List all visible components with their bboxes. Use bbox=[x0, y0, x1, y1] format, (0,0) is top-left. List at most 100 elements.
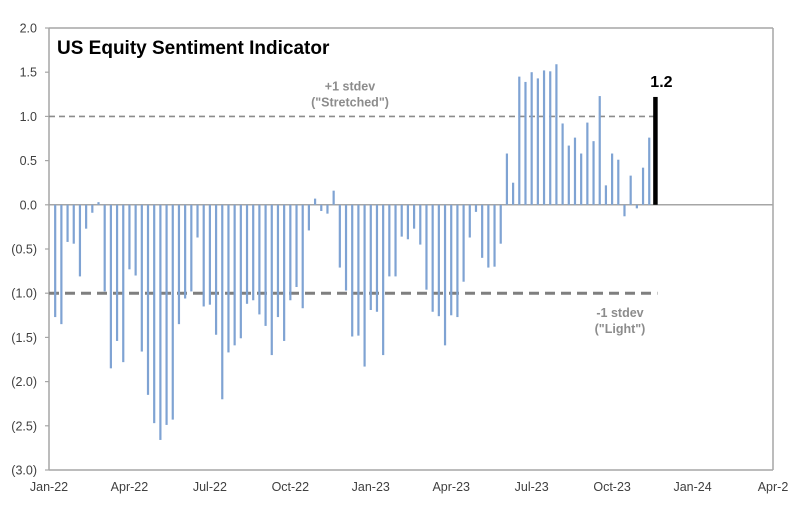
bar bbox=[518, 76, 521, 205]
x-tick-label: Oct-22 bbox=[272, 480, 310, 494]
bar bbox=[270, 204, 273, 356]
bar bbox=[91, 204, 94, 213]
x-tick-label: Oct-23 bbox=[593, 480, 631, 494]
bar bbox=[617, 159, 620, 205]
bar bbox=[450, 204, 453, 316]
bar bbox=[85, 204, 88, 229]
bar bbox=[382, 204, 385, 356]
x-tick-label: Jan-23 bbox=[352, 480, 390, 494]
x-tick-label: Apr-2 bbox=[758, 480, 789, 494]
bar bbox=[320, 204, 323, 211]
bar bbox=[165, 204, 168, 425]
bar bbox=[412, 204, 416, 229]
bar bbox=[530, 72, 533, 205]
bar bbox=[295, 204, 298, 288]
bar bbox=[134, 204, 137, 276]
bar bbox=[394, 204, 397, 277]
bar bbox=[177, 204, 181, 325]
highlight-value-label: 1.2 bbox=[650, 74, 672, 91]
x-tick-label: Apr-23 bbox=[432, 480, 470, 494]
bar bbox=[468, 204, 471, 238]
x-tick-label: Jul-23 bbox=[515, 480, 549, 494]
bars bbox=[54, 64, 658, 440]
bar bbox=[375, 204, 379, 312]
bar bbox=[431, 204, 434, 312]
bar bbox=[573, 137, 577, 205]
bar bbox=[357, 204, 360, 336]
bar bbox=[283, 204, 286, 341]
bar bbox=[307, 204, 310, 231]
bar bbox=[128, 204, 131, 270]
bar bbox=[623, 204, 626, 217]
bar bbox=[153, 204, 156, 424]
plot-frame bbox=[48, 27, 774, 471]
bar bbox=[524, 81, 527, 205]
x-axis-ticks: Jan-22 Apr-22 Jul-22 Oct-22 Jan-23 Apr-23 Jul-… bbox=[30, 480, 788, 494]
chart-title: US Equity Sentiment Indicator bbox=[57, 38, 330, 59]
bar bbox=[66, 204, 69, 242]
plus-stdev-sublabel: ("Stretched") bbox=[311, 95, 389, 109]
bar bbox=[536, 78, 539, 205]
y-tick-label: (1.5) bbox=[11, 331, 37, 345]
bar bbox=[561, 123, 564, 205]
plus-stdev-label: +1 stdev bbox=[325, 79, 375, 93]
x-tick-label: Jan-22 bbox=[30, 480, 68, 494]
y-axis-ticks: 2.0 1.5 1.0 0.5 0.0 (0.5) (1.0) (1.5) (2.0) (2.5)… bbox=[11, 22, 49, 478]
bar bbox=[258, 204, 261, 315]
bar bbox=[344, 204, 348, 291]
y-tick-label: 2.0 bbox=[20, 22, 37, 36]
bar bbox=[604, 185, 608, 205]
bar bbox=[171, 204, 174, 420]
y-tick-label: (3.0) bbox=[11, 464, 37, 478]
y-tick-label: 1.0 bbox=[20, 110, 37, 124]
bar bbox=[97, 202, 100, 205]
y-tick-label: (1.0) bbox=[11, 287, 37, 301]
bar bbox=[78, 204, 82, 277]
bar bbox=[122, 204, 125, 363]
bar bbox=[592, 141, 595, 205]
bar bbox=[388, 204, 391, 277]
bar bbox=[611, 153, 614, 205]
bar bbox=[239, 204, 242, 339]
bar bbox=[598, 96, 601, 205]
bar bbox=[443, 204, 447, 346]
bar bbox=[512, 182, 515, 205]
y-tick-label: 1.5 bbox=[20, 66, 37, 80]
bar bbox=[406, 204, 410, 240]
y-tick-label: (0.5) bbox=[11, 243, 37, 257]
highlight-bar bbox=[653, 96, 658, 205]
bar bbox=[462, 204, 465, 282]
bar bbox=[400, 204, 403, 237]
bar bbox=[221, 204, 224, 400]
bar bbox=[363, 204, 366, 367]
bar bbox=[227, 204, 230, 353]
bar bbox=[184, 204, 187, 299]
bar bbox=[289, 204, 292, 301]
bar bbox=[549, 71, 552, 205]
bar bbox=[629, 175, 632, 205]
bar bbox=[505, 153, 509, 205]
x-tick-label: Apr-22 bbox=[111, 480, 149, 494]
bar bbox=[208, 204, 211, 305]
bar bbox=[481, 204, 484, 258]
bar bbox=[641, 167, 645, 205]
bar bbox=[190, 204, 193, 292]
bar bbox=[487, 204, 490, 268]
bar bbox=[493, 204, 496, 267]
bar bbox=[72, 204, 75, 244]
bar bbox=[146, 204, 150, 395]
bar bbox=[109, 204, 112, 369]
bar bbox=[499, 204, 502, 244]
bar bbox=[196, 204, 199, 238]
x-tick-label: Jan-24 bbox=[673, 480, 711, 494]
bar bbox=[580, 153, 583, 205]
bar bbox=[351, 204, 354, 337]
y-tick-label: (2.0) bbox=[11, 375, 37, 389]
bar bbox=[419, 204, 422, 245]
bar bbox=[437, 204, 440, 317]
minus-stdev-sublabel: ("Light") bbox=[595, 322, 646, 336]
bar bbox=[214, 204, 218, 335]
bar bbox=[425, 204, 428, 290]
bar bbox=[338, 204, 341, 268]
